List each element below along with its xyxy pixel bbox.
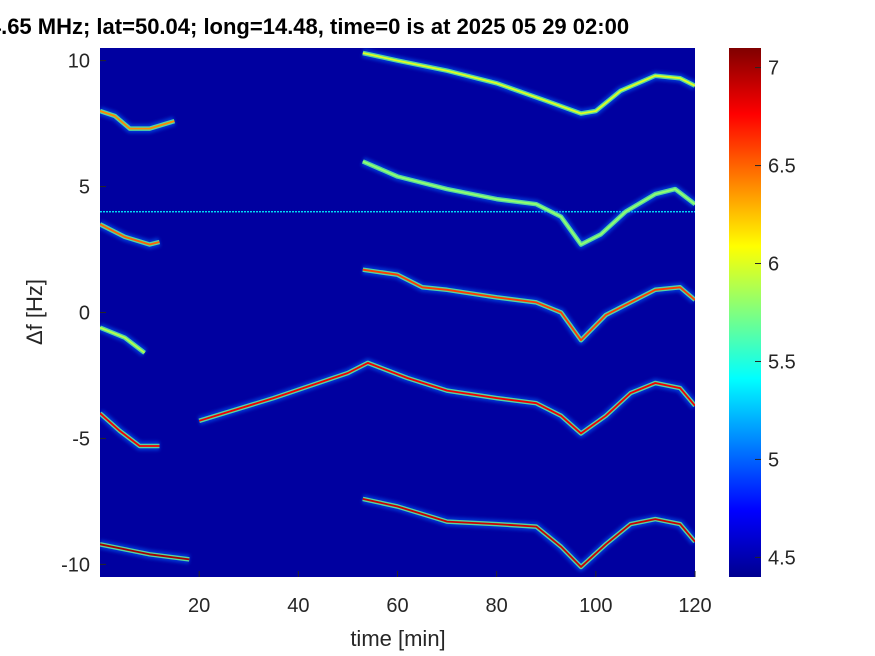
x-tick-label: 100 (579, 595, 612, 617)
y-tick-label: 10 (68, 51, 90, 73)
trace-core-0 (100, 110, 175, 130)
y-tick-label: -5 (72, 428, 90, 450)
x-tick-label: 120 (678, 595, 711, 617)
trace-core-9 (362, 498, 695, 568)
x-tick-label: 80 (486, 595, 508, 617)
colorbar-tick-label: 4.5 (768, 547, 796, 569)
y-axis-label: Δf [Hz] (22, 279, 47, 345)
x-tick-label: 60 (386, 595, 408, 617)
trace-core-6 (100, 412, 160, 447)
trace-core-2 (100, 223, 160, 246)
signal-traces (100, 48, 695, 572)
colorbar-tick-label: 5 (768, 449, 779, 471)
x-tick-label: 20 (188, 595, 210, 617)
trace-core-4 (100, 326, 146, 354)
trace-core-5 (362, 268, 695, 342)
trace-core-3 (362, 160, 695, 246)
chart-title: =4.65 MHz; lat=50.04; long=14.48, time=0… (0, 14, 630, 39)
y-tick-label: 0 (79, 303, 90, 325)
colorbar-tick-label: 7 (768, 58, 779, 80)
trace-core-1 (362, 52, 695, 115)
y-axis-ticks: 10 5 0 -5 -10 (61, 51, 106, 576)
x-axis-label: time [min] (350, 626, 445, 651)
plot-area (100, 48, 695, 577)
colorbar-tick-label: 6.5 (768, 156, 796, 178)
colorbar (729, 48, 761, 577)
colorbar-tick-label: 6 (768, 254, 779, 276)
colorbar-tick-label: 5.5 (768, 351, 796, 373)
y-tick-label: 5 (79, 177, 90, 199)
colorbar-ticks: 7 6.5 6 5.5 5 4.5 (755, 58, 796, 569)
trace-core-7 (198, 362, 695, 435)
y-tick-label: -10 (61, 554, 90, 576)
x-axis-ticks: 20 40 60 80 100 120 (188, 571, 712, 617)
trace-core-8 (100, 543, 190, 561)
x-tick-label: 40 (287, 595, 309, 617)
